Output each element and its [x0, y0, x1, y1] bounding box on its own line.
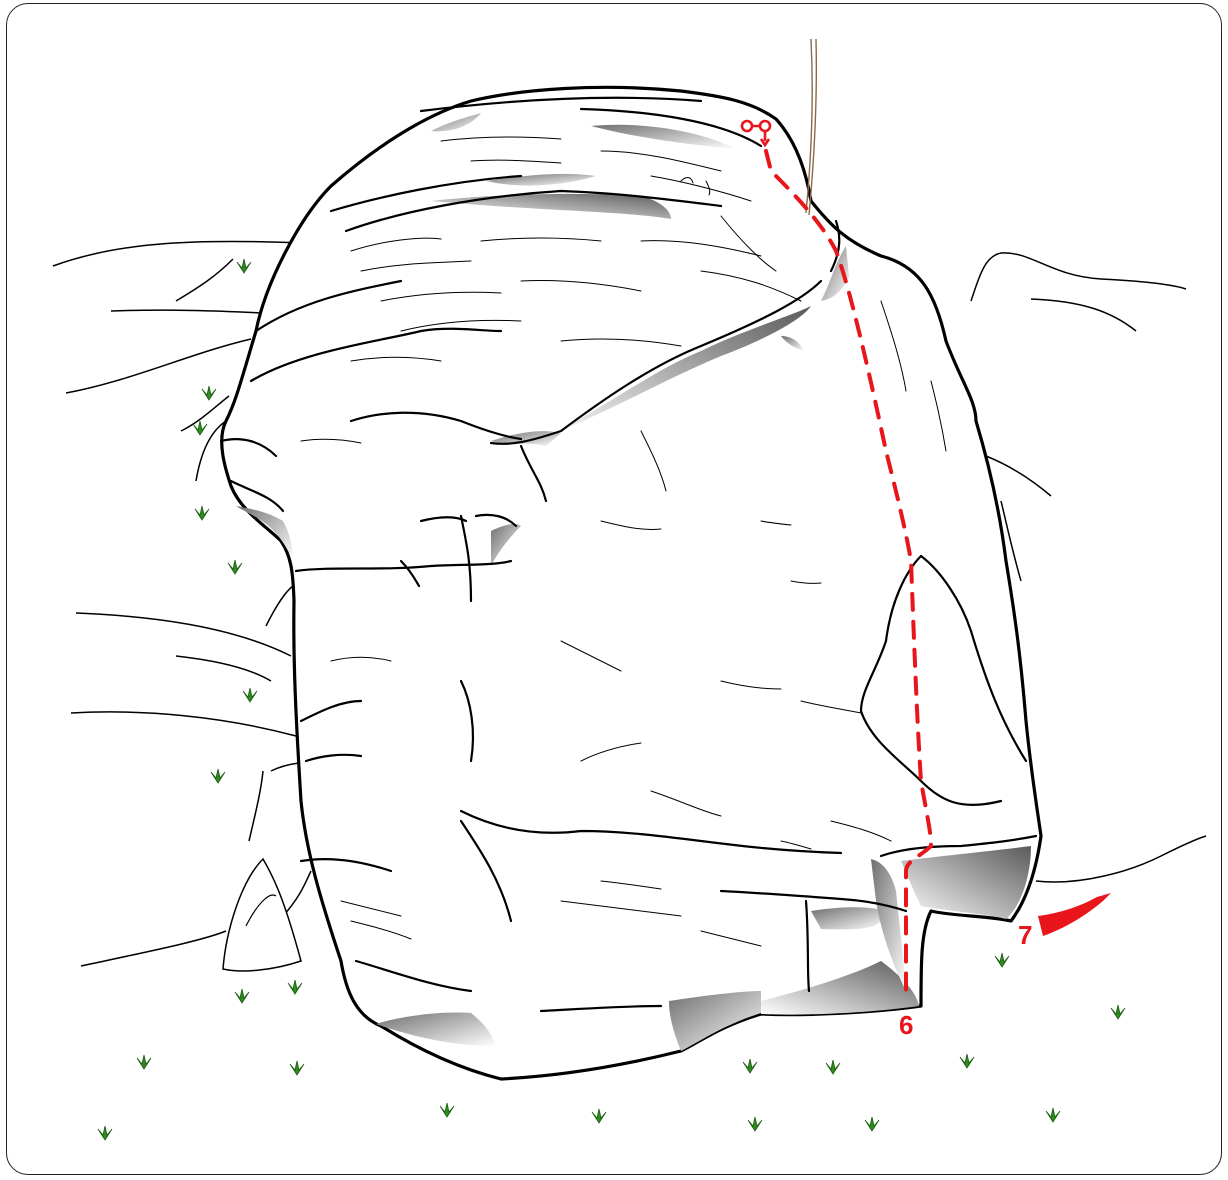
grass-tuft-icon [864, 1116, 880, 1132]
grass-tuft-icon [227, 559, 243, 575]
route-6-line [764, 149, 934, 1003]
grass-tuft-icon [1110, 1004, 1126, 1020]
grass-tuft-icon [825, 1059, 841, 1075]
grass-tuft-icon [97, 1125, 113, 1141]
boulder-topo-frame: 6 7 [6, 3, 1222, 1175]
grass-tuft-icon [210, 768, 226, 784]
grass-tuft-icon [287, 979, 303, 995]
fixed-rope [805, 38, 818, 216]
grass-tuft-icon [192, 420, 208, 436]
grass-tuft-icon [1045, 1107, 1061, 1123]
grass-tuft-icon [289, 1060, 305, 1076]
grass-tuft-icon [194, 505, 210, 521]
boulder-topo-drawing: 6 7 [52, 38, 1207, 1141]
lower-off-anchor-icon [740, 119, 772, 148]
grass-tuft-icon [201, 385, 217, 401]
grass-tuft-icon [994, 952, 1010, 968]
route-7-label: 7 [1018, 920, 1032, 950]
rock-contours [219, 96, 1038, 1013]
grass-tuft-icon [242, 687, 258, 703]
grass-tuft-icon [959, 1053, 975, 1069]
grass-layer [97, 258, 1126, 1141]
grass-tuft-icon [591, 1108, 607, 1124]
grass-tuft-icon [439, 1102, 455, 1118]
route-6-label: 6 [899, 1010, 913, 1040]
route-7-arrow [1038, 893, 1111, 936]
main-boulder [220, 85, 1043, 1081]
grass-tuft-icon [234, 988, 250, 1004]
rock-texture [300, 136, 947, 947]
grass-tuft-icon [136, 1054, 152, 1070]
terrain-lines [52, 240, 1207, 967]
small-boulder [222, 857, 302, 972]
shaded-recesses [236, 113, 1031, 1051]
grass-tuft-icon [747, 1116, 763, 1132]
grass-tuft-icon [236, 258, 252, 274]
grass-tuft-icon [742, 1058, 758, 1074]
